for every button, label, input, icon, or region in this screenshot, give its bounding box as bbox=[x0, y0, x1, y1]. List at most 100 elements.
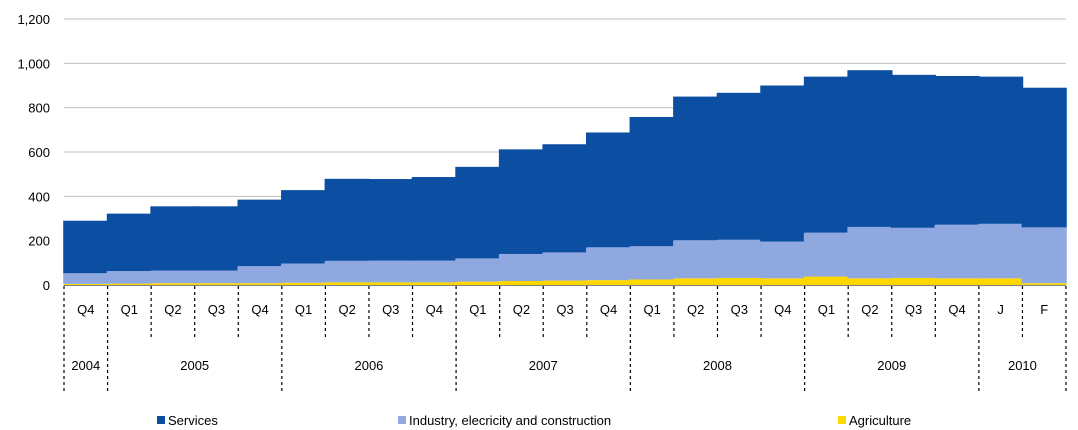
bar-segment bbox=[890, 277, 937, 285]
x-tick-label: Q3 bbox=[208, 302, 225, 317]
bar-segment bbox=[890, 227, 937, 278]
bar-segment bbox=[455, 166, 501, 259]
bar-segment bbox=[585, 132, 632, 248]
bar-segment bbox=[585, 247, 632, 281]
bar-segment bbox=[106, 213, 152, 272]
bar-segment bbox=[847, 70, 893, 227]
year-label: 2009 bbox=[877, 358, 906, 373]
bar-segment bbox=[978, 76, 1024, 224]
x-tick-label: Q1 bbox=[295, 302, 312, 317]
bar-segment bbox=[281, 282, 327, 285]
x-tick-label: Q4 bbox=[426, 302, 443, 317]
x-axis: Q4 Q1 Q2 Q3 Q4 Q1 Q2 Q3 Q4 Q1 Q2 Q3 Q4 Q1 Q2 Q3 Q4 Q1 Q2 Q3… bbox=[63, 286, 1067, 392]
bar-segment bbox=[803, 76, 849, 233]
bar-segment bbox=[63, 283, 109, 285]
bar-segment bbox=[193, 270, 240, 284]
bar-segment bbox=[63, 273, 109, 284]
bar-segment bbox=[934, 278, 980, 285]
bar-segment bbox=[324, 260, 370, 283]
bar-segment bbox=[934, 75, 980, 225]
y-axis-ticks: 0 200 400 600 800 1,000 1,200 bbox=[17, 12, 50, 293]
legend-swatch bbox=[157, 416, 165, 424]
bar-segment bbox=[193, 283, 240, 285]
y-tick-label: 1,200 bbox=[17, 12, 50, 27]
bar-segment bbox=[803, 232, 849, 277]
bar-segment bbox=[542, 280, 588, 285]
bar-segment bbox=[368, 179, 414, 261]
legend-label: Services bbox=[168, 413, 218, 428]
bar-segment bbox=[193, 206, 240, 271]
bar-segment bbox=[847, 226, 893, 279]
year-label: 2010 bbox=[1008, 358, 1037, 373]
bar-segment bbox=[237, 266, 283, 284]
x-tick-label: Q2 bbox=[513, 302, 530, 317]
x-tick-label: Q1 bbox=[818, 302, 835, 317]
bar-segment bbox=[847, 278, 893, 285]
bar-segment bbox=[1021, 87, 1067, 228]
year-label: 2007 bbox=[529, 358, 558, 373]
bar-segment bbox=[150, 206, 196, 271]
legend-label: Agriculture bbox=[849, 413, 911, 428]
legend-swatch bbox=[398, 416, 406, 424]
bar-segment bbox=[368, 260, 414, 283]
bar-segment bbox=[106, 271, 152, 284]
bar-segment bbox=[411, 282, 457, 285]
x-tick-label: Q3 bbox=[905, 302, 922, 317]
x-tick-label: Q4 bbox=[774, 302, 791, 317]
bar-segment bbox=[63, 220, 109, 274]
bar-segment bbox=[324, 282, 370, 285]
y-tick-label: 200 bbox=[28, 234, 50, 249]
year-label: 2004 bbox=[71, 358, 100, 373]
year-label: 2005 bbox=[180, 358, 209, 373]
bar-segment bbox=[237, 199, 283, 267]
bar-segment bbox=[498, 149, 545, 254]
year-label: 2006 bbox=[354, 358, 383, 373]
bar-segment bbox=[106, 283, 152, 285]
bar-segment bbox=[760, 241, 806, 279]
bar-segment bbox=[498, 281, 545, 285]
legend-swatch bbox=[838, 416, 846, 424]
x-tick-label: Q4 bbox=[77, 302, 94, 317]
bar-segment bbox=[455, 258, 501, 282]
x-tick-label: Q1 bbox=[121, 302, 138, 317]
bar-segment bbox=[978, 278, 1024, 285]
x-tick-label: Q2 bbox=[687, 302, 704, 317]
bar-segment bbox=[324, 178, 370, 261]
bar-segment bbox=[411, 260, 457, 283]
x-tick-label: Q3 bbox=[731, 302, 748, 317]
legend-label: Industry, elecricity and construction bbox=[409, 413, 611, 428]
y-tick-label: 400 bbox=[28, 189, 50, 204]
y-tick-label: 800 bbox=[28, 101, 50, 116]
x-tick-label: Q4 bbox=[600, 302, 617, 317]
bar-segment bbox=[498, 253, 545, 282]
y-tick-label: 600 bbox=[28, 145, 50, 160]
bar-segment bbox=[673, 96, 719, 241]
x-tick-label: Q3 bbox=[382, 302, 399, 317]
bar-segment bbox=[150, 283, 196, 285]
bar-segment bbox=[890, 74, 937, 228]
x-tick-label: Q3 bbox=[556, 302, 573, 317]
x-tick-label: Q2 bbox=[164, 302, 181, 317]
bar-segment bbox=[803, 276, 849, 285]
bars bbox=[63, 70, 1067, 285]
bar-segment bbox=[368, 282, 414, 285]
y-tick-label: 1,000 bbox=[17, 56, 50, 71]
bar-segment bbox=[1021, 283, 1067, 285]
x-tick-label: Q1 bbox=[469, 302, 486, 317]
x-tick-label: F bbox=[1040, 302, 1048, 317]
bar-segment bbox=[978, 223, 1024, 279]
x-tick-label: Q4 bbox=[251, 302, 268, 317]
bar-segment bbox=[760, 85, 806, 242]
bar-segment bbox=[673, 240, 719, 279]
bar-segment bbox=[629, 116, 675, 247]
bar-segment bbox=[281, 263, 327, 283]
bar-segment bbox=[673, 278, 719, 285]
bar-segment bbox=[542, 252, 588, 281]
bar-segment bbox=[934, 224, 980, 279]
bar-segment bbox=[585, 280, 632, 285]
bar-segment bbox=[237, 283, 283, 285]
bar-segment bbox=[716, 92, 762, 240]
bar-segment bbox=[629, 279, 675, 285]
legend: Services Industry, elecricity and constru… bbox=[157, 413, 911, 428]
bar-segment bbox=[629, 246, 675, 280]
